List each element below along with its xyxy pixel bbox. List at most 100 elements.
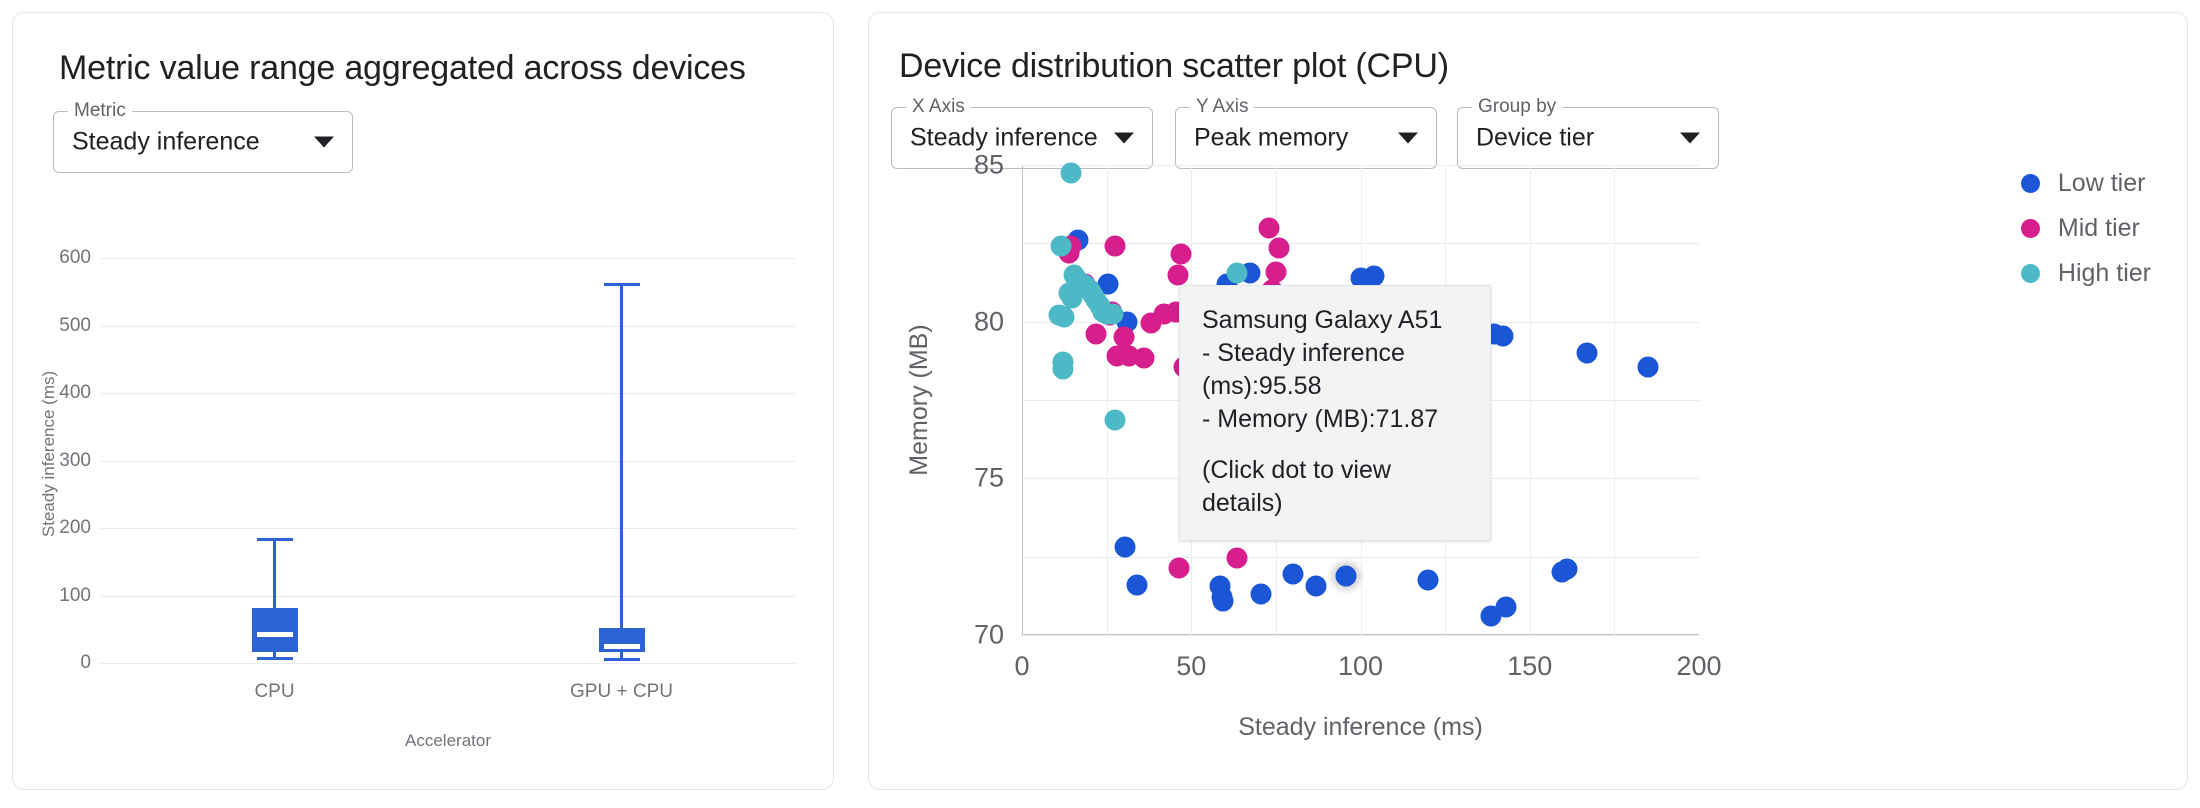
legend-item-label: Mid tier xyxy=(2057,213,2140,242)
scatter-dot[interactable] xyxy=(1104,409,1126,431)
legend-swatch-icon xyxy=(2020,218,2040,238)
y-axis-tick: 75 xyxy=(973,462,1004,493)
box-whisker-cap-min xyxy=(603,658,640,662)
x-axis-tick: 150 xyxy=(1507,651,1553,681)
scatter-dot[interactable] xyxy=(1258,217,1280,239)
y-axis-tick: 85 xyxy=(973,149,1004,180)
tooltip-hint: (Click dot to view details) xyxy=(1202,456,1391,517)
legend-item[interactable]: High tier xyxy=(2020,255,2151,291)
scatter-dot[interactable] xyxy=(1417,569,1439,591)
scatter-dot[interactable] xyxy=(1335,565,1357,587)
metric-range-card: Metric value range aggregated across dev… xyxy=(12,12,834,790)
scatter-title: Device distribution scatter plot (CPU) xyxy=(899,47,1449,85)
x-axis-select-value: Steady inference xyxy=(910,123,1098,152)
x-axis-tick: 0 xyxy=(1014,651,1030,681)
scatter-tooltip: Samsung Galaxy A51 - Steady inference (m… xyxy=(1179,285,1491,541)
y-axis-title: Steady inference (ms) xyxy=(39,370,58,538)
chevron-down-icon[interactable] xyxy=(1398,132,1418,144)
scatter-dot[interactable] xyxy=(1226,262,1248,284)
box-whisker xyxy=(620,284,623,660)
box-median-line xyxy=(256,632,293,638)
scatter-dot[interactable] xyxy=(1113,326,1135,348)
gridline xyxy=(101,460,795,462)
scatter-dot[interactable] xyxy=(1085,323,1107,345)
metric-select-label: Metric xyxy=(68,100,132,122)
tooltip-spacer xyxy=(1202,436,1468,454)
scatter-card: Device distribution scatter plot (CPU) X… xyxy=(868,12,2188,790)
scatter-dot[interactable] xyxy=(1637,356,1659,378)
box-whisker-cap-min xyxy=(256,656,293,660)
y-axis-tick: 600 xyxy=(59,247,91,269)
tooltip-device: Samsung Galaxy A51 xyxy=(1202,306,1443,334)
chevron-down-icon[interactable] xyxy=(1114,132,1134,144)
scatter-dot[interactable] xyxy=(1495,596,1517,618)
x-axis-title: Accelerator xyxy=(405,731,491,750)
y-axis-tick: 100 xyxy=(59,584,91,606)
scatter-dot[interactable] xyxy=(1052,358,1074,380)
scatter-dot[interactable] xyxy=(1226,547,1248,569)
group-by-select-value: Device tier xyxy=(1476,123,1595,152)
box-body[interactable] xyxy=(251,607,298,652)
gridline-vertical xyxy=(1529,165,1531,635)
scatter-dot[interactable] xyxy=(1250,583,1272,605)
y-axis-tick: 80 xyxy=(973,306,1004,337)
gridline-vertical xyxy=(1106,165,1108,635)
scatter-dot[interactable] xyxy=(1167,264,1189,286)
legend-item[interactable]: Low tier xyxy=(2020,165,2151,201)
x-axis-select[interactable]: X Axis Steady inference xyxy=(891,96,1153,169)
scatter-dot[interactable] xyxy=(1104,235,1126,257)
scatter-dot[interactable] xyxy=(1212,590,1234,612)
scatter-dot[interactable] xyxy=(1556,558,1578,580)
scatter-plot: 70 75 80 85 0 50 100 150 200 Memory (MB) Steady in… xyxy=(869,13,2187,783)
legend-item[interactable]: Mid tier xyxy=(2020,210,2151,246)
scatter-dot[interactable] xyxy=(1053,306,1075,328)
x-axis-tick: 50 xyxy=(1176,651,1207,681)
scatter-dot[interactable] xyxy=(1102,303,1124,325)
x-axis-title: Steady inference (ms) xyxy=(1238,713,1483,741)
scatter-dot[interactable] xyxy=(1170,243,1192,265)
x-axis-category-label: CPU xyxy=(254,681,295,702)
y-axis-tick: 200 xyxy=(59,517,91,539)
gridline xyxy=(101,393,795,395)
x-axis-select-label: X Axis xyxy=(906,96,971,118)
scatter-dot[interactable] xyxy=(1050,235,1072,257)
gridline-horizontal xyxy=(1022,635,1699,636)
scatter-dot[interactable] xyxy=(1265,261,1287,283)
x-axis-tick: 100 xyxy=(1337,651,1384,681)
y-axis-title: Memory (MB) xyxy=(905,324,933,476)
scatter-dot[interactable] xyxy=(1282,563,1304,585)
box-whisker xyxy=(273,539,276,659)
scatter-dot[interactable] xyxy=(1492,325,1514,347)
scatter-dot[interactable] xyxy=(1133,347,1155,369)
legend-item-label: Low tier xyxy=(2057,168,2146,197)
gridline xyxy=(101,258,795,260)
scatter-dot[interactable] xyxy=(1097,273,1119,295)
scatter-dot[interactable] xyxy=(1305,575,1327,597)
scatter-dot[interactable] xyxy=(1363,265,1385,287)
gridline xyxy=(101,528,795,530)
scatter-dot[interactable] xyxy=(1268,237,1290,259)
tooltip-metric: - Steady inference (ms):95.58 xyxy=(1202,339,1405,400)
y-axis-select-value: Peak memory xyxy=(1194,123,1349,152)
gridline xyxy=(101,595,795,597)
y-axis-select[interactable]: Y Axis Peak memory xyxy=(1175,96,1437,169)
scatter-dot[interactable] xyxy=(1061,287,1083,309)
gridline-vertical xyxy=(1614,165,1616,635)
x-axis-category-label: GPU + CPU xyxy=(570,681,673,702)
page-title: Metric value range aggregated across dev… xyxy=(59,49,746,87)
scatter-dot[interactable] xyxy=(1114,536,1136,558)
metric-select[interactable]: Metric Steady inference xyxy=(53,100,353,173)
legend-swatch-icon xyxy=(2020,173,2040,193)
scatter-dot[interactable] xyxy=(1576,342,1598,364)
box-whisker-cap-max xyxy=(256,538,293,542)
chevron-down-icon[interactable] xyxy=(1680,132,1700,144)
scatter-dot[interactable] xyxy=(1168,557,1190,579)
scatter-dot[interactable] xyxy=(1153,303,1175,325)
scatter-dot[interactable] xyxy=(1126,574,1148,596)
y-axis-tick: 300 xyxy=(59,449,91,471)
group-by-select[interactable]: Group by Device tier xyxy=(1457,96,1719,169)
y-axis-tick: 70 xyxy=(973,619,1004,650)
scatter-dot[interactable] xyxy=(1060,162,1082,184)
chevron-down-icon[interactable] xyxy=(314,136,334,148)
box-whisker-cap-max xyxy=(603,282,640,286)
